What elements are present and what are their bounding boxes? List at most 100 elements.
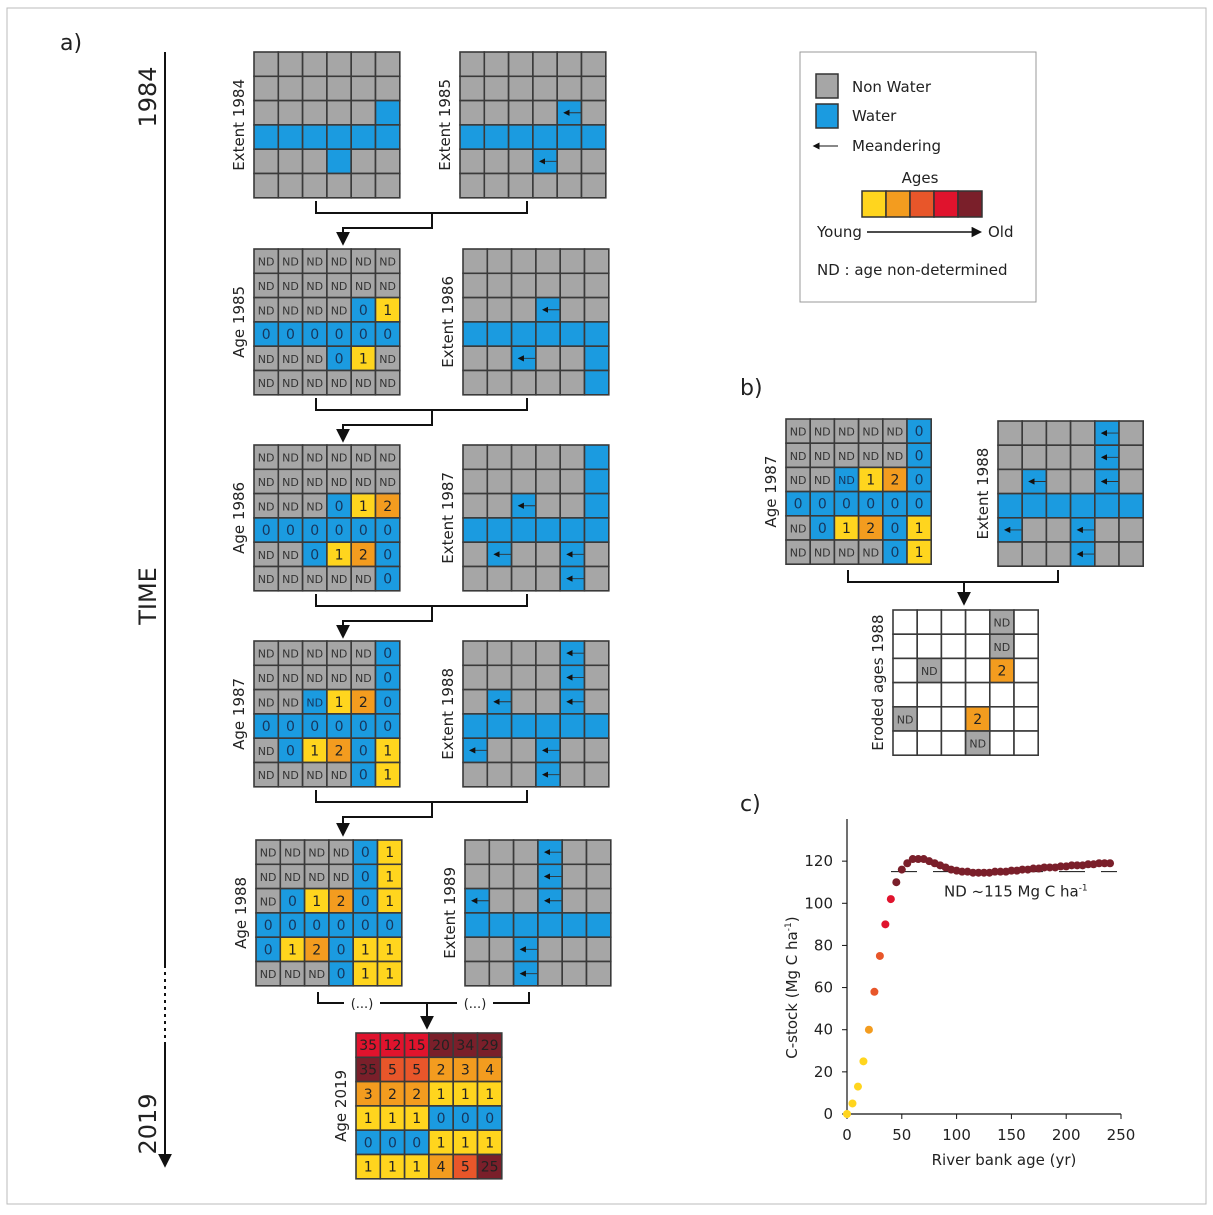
cell (583, 444, 610, 471)
cell (512, 839, 539, 866)
cell-label: ND (258, 696, 275, 709)
y-axis-label-sup: -1 (784, 922, 794, 931)
point (980, 868, 988, 877)
cell (510, 369, 537, 396)
cell-label: 1 (361, 942, 370, 958)
cell (583, 761, 610, 788)
cell-label: 1 (335, 547, 344, 563)
cell (535, 248, 562, 275)
cell (350, 517, 377, 544)
cell-label: ND (282, 549, 299, 562)
cell-label: 0 (461, 1111, 470, 1127)
cell (532, 124, 559, 151)
cell (537, 960, 564, 987)
cell-label: ND (306, 377, 323, 390)
cell (916, 609, 943, 636)
cell (255, 887, 282, 914)
cell (486, 565, 513, 592)
cell-label: 0 (412, 1135, 421, 1151)
cell-label: 35 (359, 1062, 377, 1078)
x-tick-label: 100 (942, 1126, 971, 1144)
cell (997, 444, 1024, 471)
cell (483, 75, 510, 102)
cell (301, 51, 328, 78)
cell (583, 369, 610, 396)
point (996, 867, 1005, 876)
cell (303, 960, 330, 987)
cell (583, 664, 610, 691)
cell (580, 51, 607, 78)
cell-label: ND (379, 476, 396, 489)
cell-label: 1 (335, 695, 344, 711)
cell (580, 99, 607, 126)
cell-label: 2 (388, 1087, 397, 1103)
cell-label: 1 (412, 1111, 421, 1127)
cell-label: ND (862, 547, 879, 560)
point (903, 859, 912, 868)
cell (374, 148, 401, 175)
cell-label: ND (887, 450, 904, 463)
cell (583, 321, 610, 347)
grid-label: Extent 1985 (436, 79, 454, 171)
cell (1045, 541, 1072, 568)
cell (997, 492, 1024, 519)
point (1067, 861, 1076, 870)
grid-label: Extent 1987 (439, 472, 457, 564)
cell (559, 713, 586, 740)
cell (374, 492, 401, 519)
cell (374, 51, 401, 78)
cell-label: 0 (383, 572, 392, 588)
cell-label: ND (282, 353, 299, 366)
cell (1021, 492, 1048, 519)
cell (352, 912, 379, 939)
grid: ND ND ND ND ND 0ND ND ND ND ND 0ND ND ND 1 2 00 0 0 0 0 0ND 0… (762, 418, 933, 566)
cell (459, 148, 486, 175)
cell-label: ND (331, 256, 348, 269)
cell-label: ND (282, 769, 299, 782)
cell (906, 442, 933, 469)
cell-label: ND (306, 500, 323, 513)
cell (486, 761, 513, 788)
cell (376, 887, 403, 914)
cell (785, 539, 812, 566)
cell (510, 444, 537, 471)
cell-label: ND (355, 476, 372, 489)
cell (326, 172, 352, 199)
x-axis-label: River bank age (yr) (932, 1151, 1077, 1169)
x-tick-label: 50 (892, 1126, 911, 1144)
cell (507, 148, 534, 175)
grid-label: Eroded ages 1988 (869, 614, 887, 750)
cell (964, 609, 991, 636)
cell (1045, 420, 1072, 447)
grid-label: Age 1987 (230, 678, 248, 750)
cell (301, 248, 328, 275)
cell-label: 0 (286, 523, 295, 539)
cell (462, 640, 489, 667)
legend-swatch (815, 103, 839, 129)
cell (428, 1105, 454, 1132)
cell-label: 0 (286, 743, 295, 759)
cell-label: 1 (383, 303, 392, 319)
cell (585, 936, 612, 963)
cell (583, 640, 610, 667)
grid-label: Age 1986 (230, 482, 248, 554)
cell (350, 124, 377, 151)
cell (462, 492, 489, 519)
cell (583, 345, 610, 372)
cell (585, 912, 612, 939)
cell-label: ND (306, 476, 323, 489)
cell-label: 1 (437, 1087, 446, 1103)
cell-label: 0 (383, 719, 392, 735)
cell-label: ND (258, 256, 275, 269)
cell-label: ND (282, 304, 299, 317)
cell (535, 369, 562, 396)
cell-label: 1 (485, 1087, 494, 1103)
point (886, 895, 895, 904)
cell (1013, 681, 1040, 708)
cell (1118, 516, 1145, 543)
cell (857, 490, 884, 517)
cell-label: 0 (485, 1111, 494, 1127)
cell (374, 541, 401, 568)
cell (559, 321, 586, 347)
